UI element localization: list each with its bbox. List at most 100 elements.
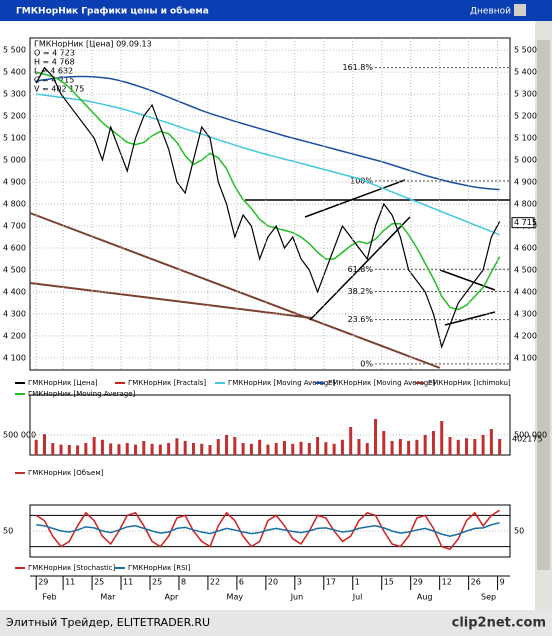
volume-bar xyxy=(175,438,179,455)
y-tick-label: 4 800 xyxy=(3,200,26,209)
volume-bar xyxy=(249,443,253,455)
x-tick-label: 11 xyxy=(65,578,75,587)
volume-bar xyxy=(92,437,96,455)
volume-bar xyxy=(100,439,104,455)
y-tick-label-right: 4 400 xyxy=(514,287,537,296)
last-value: 402175 xyxy=(512,434,543,443)
legend-label: ГМКНорНик [Цена] xyxy=(28,379,98,387)
y-tick-label-right: 50 xyxy=(514,527,524,536)
volume-bar xyxy=(266,444,270,455)
volume-bar xyxy=(51,443,55,455)
y-tick-label: 5 300 xyxy=(3,90,26,99)
y-tick-label: 4 300 xyxy=(3,309,26,318)
volume-bar xyxy=(142,441,146,455)
series-line xyxy=(36,521,500,537)
legend-label: ГМКНорНик [Moving Average] xyxy=(328,379,436,387)
window-button[interactable] xyxy=(514,4,526,16)
volume-bar xyxy=(225,435,229,455)
volume-bar xyxy=(299,441,303,455)
month-label: Feb xyxy=(42,593,56,602)
y-tick-label-right: 5 200 xyxy=(514,112,537,121)
last-price: 4 715 xyxy=(514,218,537,227)
watermark: clip2net.com xyxy=(452,616,546,631)
y-tick-label-right: 4 800 xyxy=(514,200,537,209)
x-tick-label: 22 xyxy=(210,578,220,587)
volume-bar xyxy=(241,443,245,455)
volume-bar xyxy=(357,439,361,455)
trend-line xyxy=(309,216,411,321)
volume-bar xyxy=(109,443,113,455)
volume-bar xyxy=(390,441,394,455)
volume-bar xyxy=(258,439,262,455)
volume-bar xyxy=(481,435,485,455)
fib-label: 61.8% xyxy=(348,265,374,274)
trend-line xyxy=(29,282,313,319)
last-price-box xyxy=(511,217,535,229)
volume-bar xyxy=(448,437,452,455)
fib-label: 23.6% xyxy=(348,315,374,324)
x-tick-label: 1 xyxy=(355,578,360,587)
volume-bar xyxy=(374,419,378,455)
volume-bar xyxy=(167,443,171,455)
y-tick-label: 4 400 xyxy=(3,287,26,296)
y-tick-label-right: 5 000 xyxy=(514,156,537,165)
volume-bar xyxy=(473,439,477,455)
legend-label: ГМКНорНик [Fractals] xyxy=(128,379,206,387)
info-text: L = 4 632 xyxy=(34,67,73,76)
volume-bar xyxy=(134,444,138,455)
footer-text: Элитный Трейдер, ELITETRADER.RU xyxy=(6,616,210,629)
x-tick-label: 9 xyxy=(500,578,505,587)
volume-bar xyxy=(183,441,187,455)
fib-label: 38.2% xyxy=(348,287,374,296)
series-line xyxy=(35,509,501,551)
x-tick-label: 8 xyxy=(181,578,186,587)
volume-bar xyxy=(191,443,195,455)
y-tick-label-right: 5 400 xyxy=(514,68,537,77)
y-tick-label-right: 4 100 xyxy=(514,353,537,362)
volume-bar xyxy=(307,443,311,455)
legend-label: ГМКНорНик [Объем] xyxy=(28,469,104,477)
volume-bar xyxy=(349,427,353,455)
x-tick-label: 26 xyxy=(471,578,481,587)
info-text: H = 4 768 xyxy=(34,58,75,67)
volume-bar xyxy=(440,421,444,455)
y-tick-label: 4 200 xyxy=(3,331,26,340)
volume-bar xyxy=(42,434,46,455)
volume-bar xyxy=(465,438,469,455)
volume-bar xyxy=(200,443,204,455)
y-tick-label-right: 500 000 xyxy=(514,431,547,440)
month-label: Mar xyxy=(100,593,116,602)
volume-bar xyxy=(407,441,411,455)
fib-label: 161.8% xyxy=(342,63,373,72)
volume-bar xyxy=(208,445,212,455)
month-label: May xyxy=(227,593,244,602)
volume-bar xyxy=(59,444,63,455)
x-tick-label: 29 xyxy=(38,578,48,587)
y-tick-label-right: 4 500 xyxy=(514,265,537,274)
y-tick-label: 5 400 xyxy=(3,68,26,77)
volume-bar xyxy=(324,442,328,455)
y-tick-label: 4 900 xyxy=(3,178,26,187)
x-tick-label: 6 xyxy=(239,578,244,587)
y-tick-label: 50 xyxy=(3,527,13,536)
legend-label: ГМКНорНик [RSI] xyxy=(128,564,191,572)
x-tick-label: 29 xyxy=(413,578,423,587)
scroll-thumb[interactable] xyxy=(537,40,550,570)
trend-line xyxy=(304,179,406,218)
window-title: ГМКНорНик Графики цены и объема xyxy=(16,6,209,17)
period[interactable]: Дневной xyxy=(470,7,511,17)
legend-label: ГМКНорНик [Ichimoku] xyxy=(428,379,511,387)
volume-bar xyxy=(150,443,154,455)
volume-bar xyxy=(498,438,502,455)
legend-label: ГМКНорНик [Stochastic] xyxy=(28,564,115,572)
volume-bar xyxy=(316,437,320,455)
x-tick-label: 12 xyxy=(442,578,452,587)
fib-label: 100% xyxy=(350,176,373,185)
info-text: ГМКНорНик [Цена] 09.09.13 xyxy=(34,40,152,49)
y-tick-label: 500 000 xyxy=(3,431,36,440)
legend-label: ГМКНорНик [Moving Average] xyxy=(228,379,336,387)
volume-pane xyxy=(29,394,511,456)
y-tick-label-right: 5 100 xyxy=(514,134,537,143)
month-label: Sep xyxy=(481,593,496,602)
